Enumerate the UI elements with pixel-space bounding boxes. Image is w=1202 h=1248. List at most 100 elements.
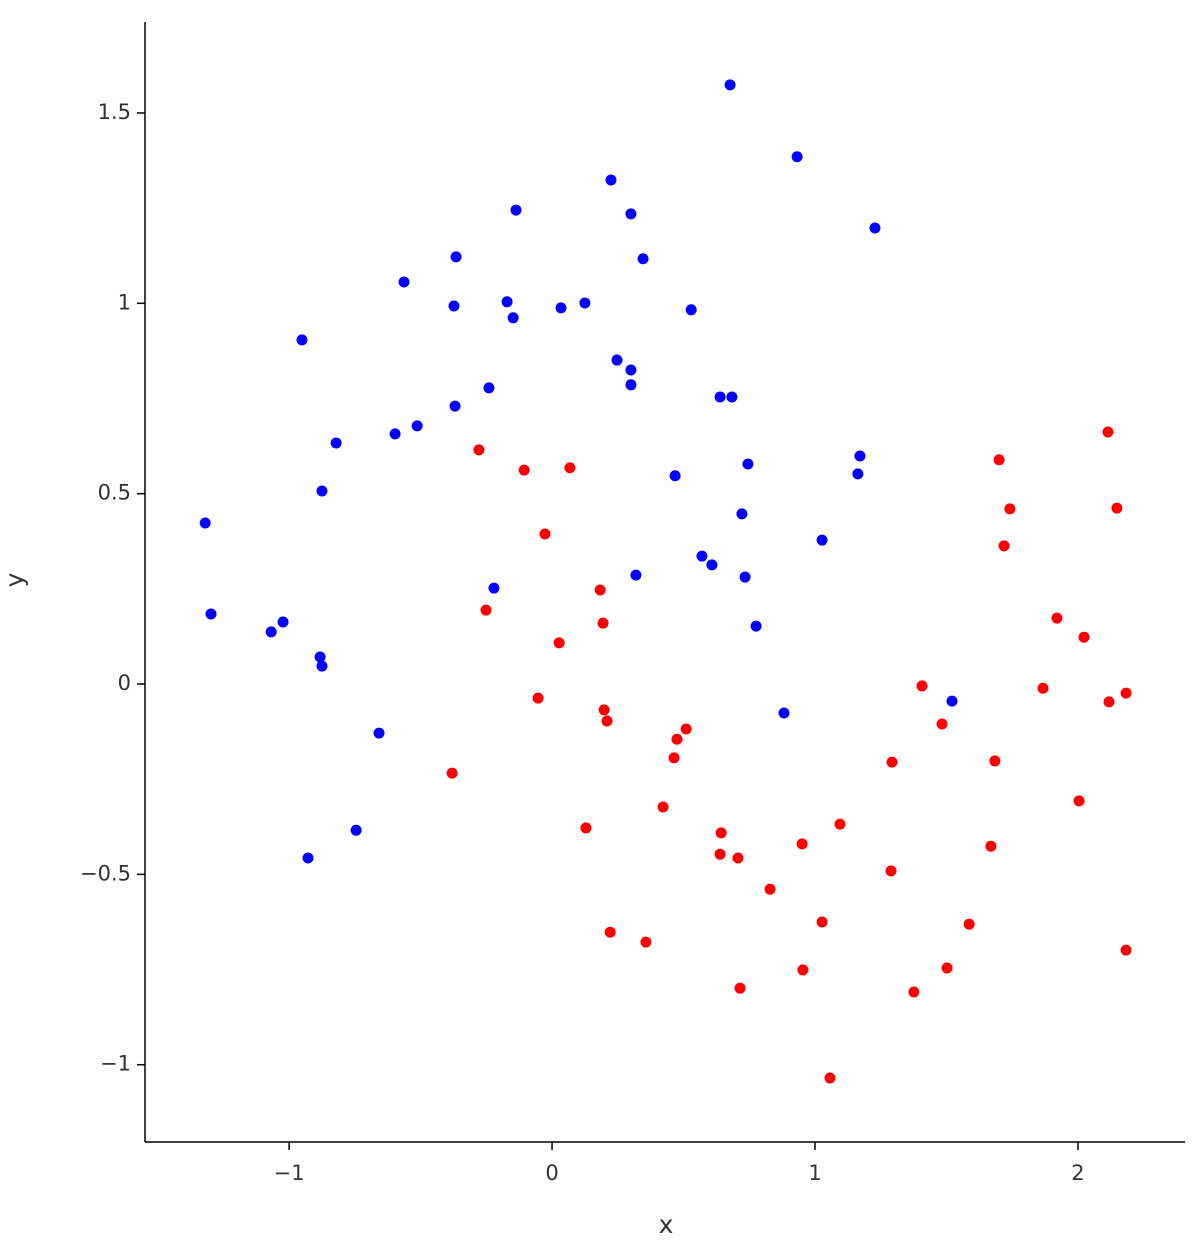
point [1103,696,1115,708]
point [296,334,308,346]
point [739,571,751,583]
point [446,767,458,779]
point [1073,795,1085,807]
point [685,304,697,316]
point [941,962,953,974]
point [579,297,591,309]
point [706,559,718,571]
point [680,723,692,735]
point [518,464,530,476]
y-axis-label: y [0,572,29,587]
point [448,300,460,312]
point [316,660,328,672]
point [852,468,864,480]
y-tick-label: −0.5 [80,861,131,885]
point [714,391,726,403]
point [510,204,522,216]
point [473,444,485,456]
x-axis-label: x [659,1210,674,1239]
point [598,704,610,716]
x-tick-label: 0 [545,1161,558,1185]
point [640,936,652,948]
point [797,964,809,976]
point [350,824,362,836]
point [625,208,637,220]
point [411,420,423,432]
point [714,848,726,860]
point [668,752,680,764]
point [501,296,513,308]
point [936,718,948,730]
point [205,608,217,620]
point [601,715,613,727]
point [1004,503,1016,515]
point [507,312,519,324]
point [1120,944,1132,956]
point [834,818,846,830]
point [330,437,342,449]
point [449,400,461,412]
point [908,986,920,998]
point [669,470,681,482]
x-tick-label: 2 [1071,1161,1084,1185]
point [199,517,211,529]
point [885,865,897,877]
point [398,276,410,288]
point [736,508,748,520]
point [916,680,928,692]
point [265,626,277,638]
point [314,651,326,663]
point [630,569,642,581]
point [594,584,606,596]
point [671,733,683,745]
point [580,822,592,834]
point [816,534,828,546]
x-tick-label: −1 [274,1161,305,1185]
point [555,302,567,314]
point [791,151,803,163]
point [450,251,462,263]
point [715,827,727,839]
point [553,637,565,649]
point [869,222,881,234]
point [302,852,314,864]
point [532,692,544,704]
point [796,838,808,850]
point [316,485,328,497]
y-tick-label: 0 [118,671,131,695]
point [605,174,617,186]
point [389,428,401,440]
y-tick-label: −1 [100,1052,131,1076]
point [985,840,997,852]
point [696,550,708,562]
point [488,582,500,594]
point [1037,682,1049,694]
point [993,454,1005,466]
point [373,727,385,739]
point [611,354,623,366]
point [742,458,754,470]
point [657,801,669,813]
point [963,918,975,930]
y-tick-label: 1.5 [98,100,131,124]
point [724,79,736,91]
point [824,1072,836,1084]
point [480,604,492,616]
point [277,616,289,628]
point [1102,426,1114,438]
point [764,883,776,895]
point [597,617,609,629]
point [625,364,637,376]
point [1078,631,1090,643]
point [989,755,1001,767]
point [1051,612,1063,624]
point [564,462,576,474]
point [998,540,1010,552]
point [625,379,637,391]
point [816,916,828,928]
point [854,450,866,462]
point [539,528,551,540]
y-tick-label: 0.5 [98,481,131,505]
point [734,982,746,994]
